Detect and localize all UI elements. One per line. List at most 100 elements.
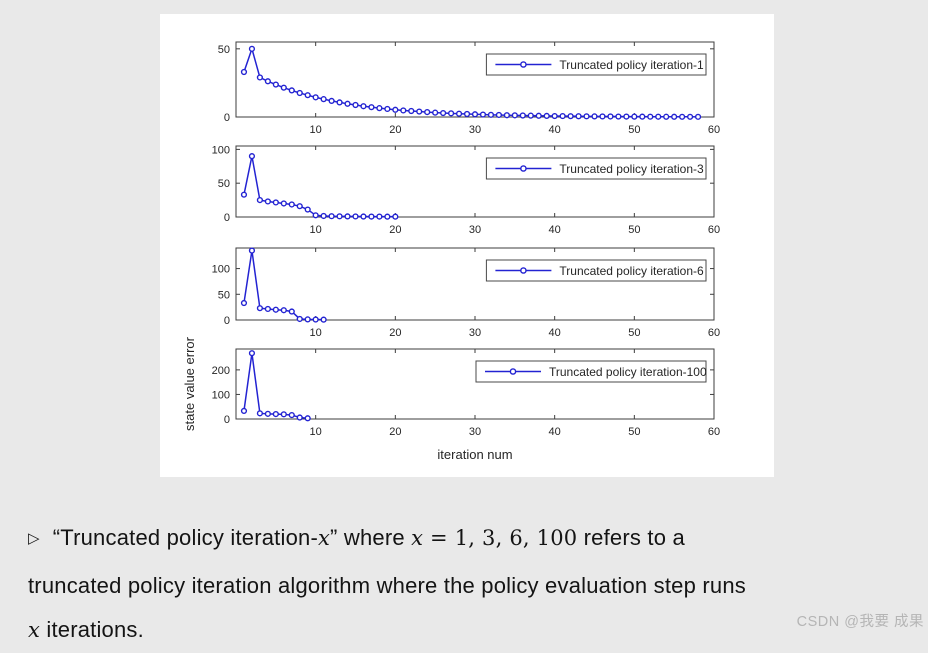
y-tick-label: 0 bbox=[224, 112, 230, 124]
data-point-marker bbox=[623, 113, 630, 120]
x-tick-label: 10 bbox=[310, 327, 322, 339]
data-point-marker bbox=[344, 100, 351, 107]
x-tick-label: 20 bbox=[389, 327, 401, 339]
x-tick-label: 60 bbox=[708, 327, 720, 339]
x-tick-label: 50 bbox=[628, 327, 640, 339]
data-point-marker bbox=[408, 107, 415, 115]
data-point-marker bbox=[503, 112, 510, 119]
data-point-marker bbox=[631, 113, 638, 120]
data-point-marker bbox=[599, 113, 606, 120]
legend-label: Truncated policy iteration-3 bbox=[559, 162, 704, 176]
data-point-marker bbox=[280, 84, 287, 91]
y-tick-label: 50 bbox=[218, 289, 230, 301]
data-point-marker bbox=[527, 112, 534, 119]
data-point-marker bbox=[352, 213, 359, 220]
axes-box bbox=[235, 41, 715, 118]
caption-segment: ” where bbox=[330, 525, 412, 550]
data-point-marker bbox=[432, 109, 439, 116]
caption-line-2: truncated policy iteration algorithm whe… bbox=[28, 564, 910, 609]
data-point-marker bbox=[416, 108, 423, 115]
axes-box bbox=[235, 145, 715, 218]
data-point-marker bbox=[360, 213, 367, 220]
data-point-marker bbox=[694, 113, 702, 120]
legend-marker bbox=[509, 368, 517, 375]
data-point-marker bbox=[304, 415, 311, 422]
data-point-marker bbox=[312, 212, 319, 219]
x-tick-label: 20 bbox=[389, 224, 401, 236]
x-tick-label: 30 bbox=[469, 327, 481, 339]
x-tick-label: 30 bbox=[469, 224, 481, 236]
data-point-marker bbox=[248, 247, 256, 254]
y-tick-label: 0 bbox=[224, 315, 230, 327]
legend-marker bbox=[520, 61, 527, 68]
data-point-marker bbox=[272, 410, 279, 418]
x-tick-label: 10 bbox=[310, 124, 322, 136]
data-point-marker bbox=[671, 113, 678, 120]
x-tick-label: 10 bbox=[310, 224, 322, 236]
caption-segment: “Truncated policy iteration- bbox=[52, 525, 318, 550]
data-point-marker bbox=[368, 213, 375, 220]
data-point-marker bbox=[240, 68, 248, 76]
data-point-marker bbox=[256, 305, 264, 312]
data-point-marker bbox=[463, 110, 471, 118]
x-tick-label: 50 bbox=[628, 124, 640, 136]
data-point-marker bbox=[264, 198, 271, 205]
data-point-marker bbox=[240, 299, 248, 307]
data-point-marker bbox=[264, 410, 271, 417]
subplot-3: 10 20 30 40 50 60 0 50 100 Truncated policy itera… bbox=[212, 247, 720, 339]
legend-box bbox=[485, 259, 707, 282]
data-point-marker bbox=[392, 106, 399, 113]
data-point-marker bbox=[519, 112, 526, 119]
data-point-marker bbox=[575, 113, 582, 120]
data-point-marker bbox=[511, 112, 518, 119]
data-point-marker bbox=[288, 411, 295, 419]
caption: ▷ “Truncated policy iteration-x” where x … bbox=[28, 516, 910, 653]
caption-segment: iterations. bbox=[40, 617, 144, 642]
data-point-marker bbox=[320, 96, 327, 103]
data-point-marker bbox=[360, 103, 367, 110]
caption-line-1-text: “Truncated policy iteration-x” where x =… bbox=[53, 525, 685, 550]
data-point-marker bbox=[304, 316, 311, 323]
caption-line-1: ▷ “Truncated policy iteration-x” where x … bbox=[28, 516, 910, 564]
data-point-marker bbox=[288, 308, 295, 315]
caption-segment: truncated policy iteration algorithm whe… bbox=[28, 572, 746, 598]
subplot-2: 10 20 30 40 50 60 0 50 100 Truncated policy itera… bbox=[212, 144, 720, 236]
data-point-marker bbox=[559, 112, 566, 120]
x-tick-label: 30 bbox=[469, 124, 481, 136]
data-point-marker bbox=[296, 89, 303, 97]
data-point-marker bbox=[320, 212, 327, 220]
y-tick-label: 100 bbox=[212, 389, 230, 401]
data-point-marker bbox=[256, 196, 264, 204]
data-point-marker bbox=[296, 203, 303, 210]
legend-marker bbox=[520, 267, 527, 274]
data-point-marker bbox=[440, 109, 447, 117]
data-point-marker bbox=[304, 206, 311, 213]
x-tick-label: 40 bbox=[549, 426, 561, 438]
data-point-marker bbox=[328, 97, 335, 105]
data-point-marker bbox=[535, 112, 542, 119]
subplot-4: 10 20 30 40 50 60 0 100 200 Truncated policy iter… bbox=[182, 336, 720, 462]
data-point-marker bbox=[591, 113, 598, 120]
x-axis-label: iteration num bbox=[437, 447, 512, 462]
data-point-marker bbox=[264, 78, 271, 85]
x-tick-label: 50 bbox=[628, 224, 640, 236]
data-point-marker bbox=[328, 213, 335, 220]
subplot-1: 10 20 30 40 50 60 0 50 Truncated policy iteratio… bbox=[218, 41, 720, 136]
data-point-marker bbox=[487, 111, 495, 118]
data-point-marker bbox=[455, 110, 463, 117]
data-point-marker bbox=[280, 411, 287, 418]
y-tick-label: 100 bbox=[212, 264, 230, 276]
data-point-marker bbox=[320, 316, 327, 323]
data-point-marker bbox=[583, 113, 590, 120]
caption-segment: x bbox=[411, 526, 424, 550]
data-point-marker bbox=[424, 108, 431, 116]
legend-box bbox=[485, 53, 707, 76]
y-tick-label: 200 bbox=[212, 365, 230, 377]
axes-box bbox=[235, 348, 715, 420]
data-point-marker bbox=[248, 45, 256, 52]
legend-box bbox=[475, 360, 707, 383]
y-tick-label: 0 bbox=[224, 414, 230, 426]
data-point-marker bbox=[615, 113, 622, 120]
data-point-marker bbox=[312, 316, 319, 323]
